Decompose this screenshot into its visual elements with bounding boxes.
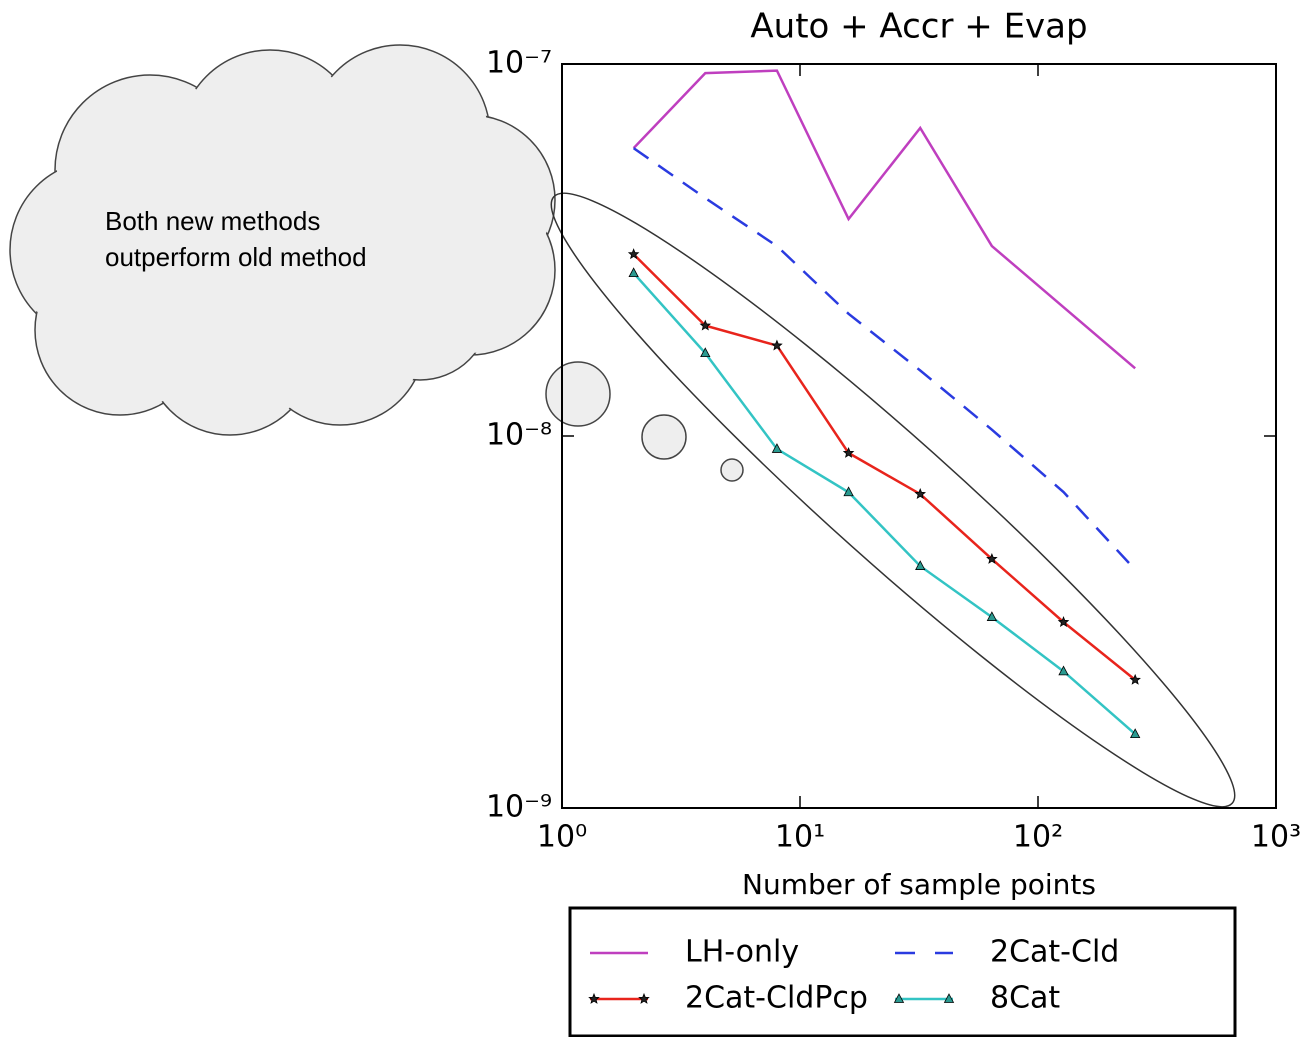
y-tick-label: 10⁻⁸ bbox=[486, 418, 552, 453]
annotation: Both new methods outperform old method bbox=[105, 203, 445, 275]
legend-label: 2Cat-CldPcp bbox=[685, 981, 868, 1016]
page: Auto + Accr + Evap Number of sample poin… bbox=[0, 0, 1301, 1037]
legend-label: 2Cat-Cld bbox=[990, 935, 1119, 970]
legend-box bbox=[570, 908, 1235, 1036]
x-tick-label: 10⁰ bbox=[537, 820, 587, 855]
series-line bbox=[634, 254, 1136, 680]
triangle-marker bbox=[629, 268, 638, 277]
chart-title: Auto + Accr + Evap bbox=[750, 7, 1087, 47]
x-tick-label: 10¹ bbox=[775, 820, 825, 855]
y-tick-label: 10⁻⁷ bbox=[486, 46, 552, 81]
x-axis-label: Number of sample points bbox=[742, 868, 1096, 901]
highlight-ellipse bbox=[512, 151, 1273, 850]
y-tick-label: 10⁻⁹ bbox=[486, 790, 552, 825]
star-marker bbox=[772, 341, 782, 350]
legend-label: LH-only bbox=[685, 935, 799, 970]
legend-label: 8Cat bbox=[990, 981, 1060, 1016]
chart: Auto + Accr + Evap Number of sample poin… bbox=[0, 0, 1301, 1037]
x-tick-label: 10² bbox=[1013, 820, 1063, 855]
x-tick-label: 10³ bbox=[1251, 820, 1301, 855]
